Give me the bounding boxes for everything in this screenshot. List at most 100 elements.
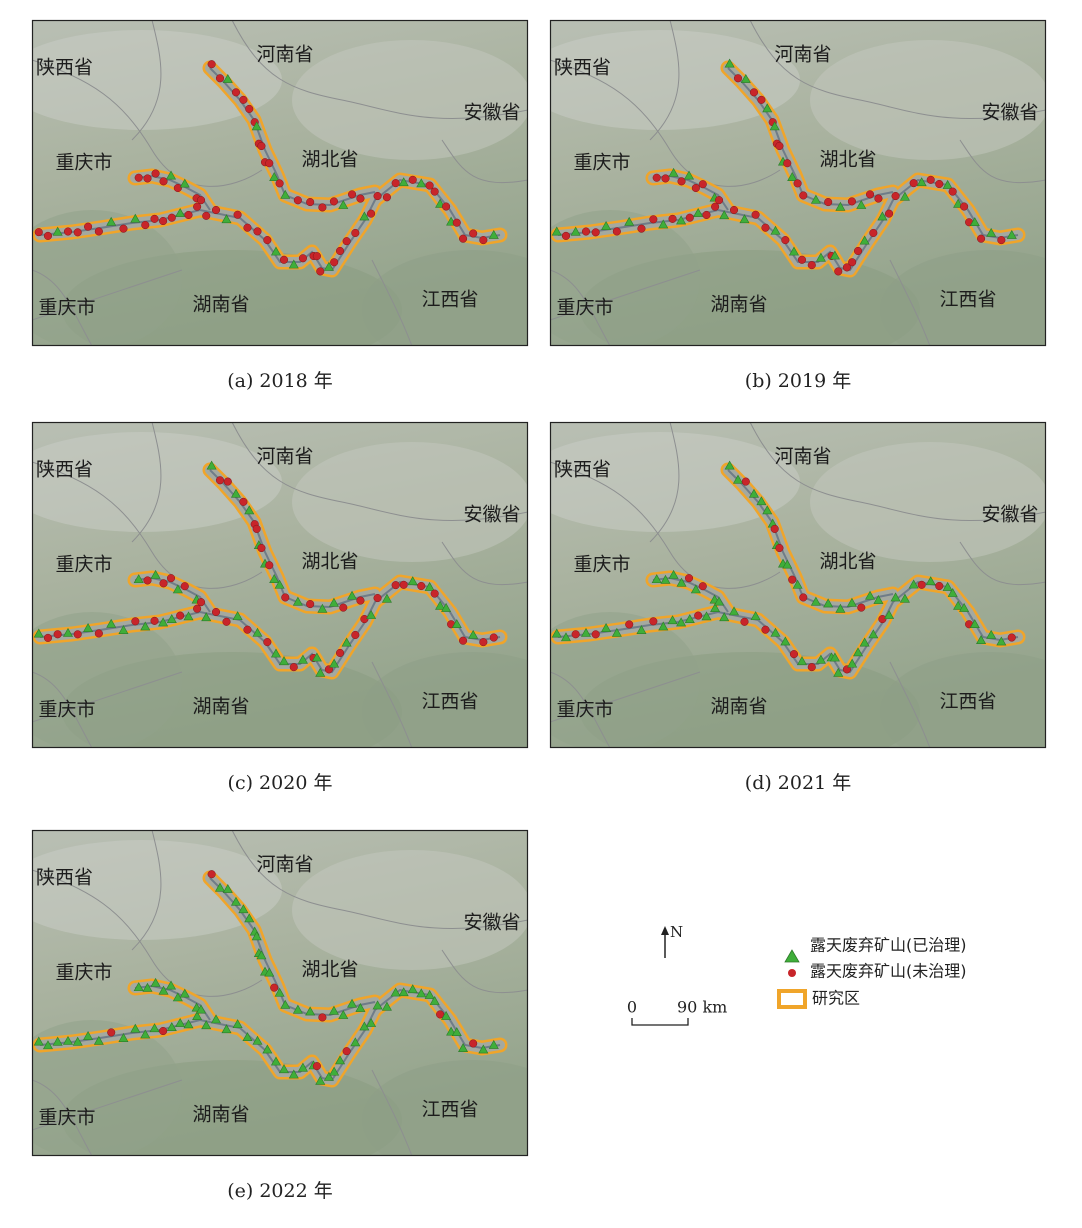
mine-unrestored bbox=[233, 210, 242, 219]
mine-unrestored bbox=[781, 236, 790, 245]
mine-restored bbox=[179, 988, 190, 998]
panel-caption: (e) 2022 年 bbox=[227, 1180, 333, 1202]
province-label: 重庆市 bbox=[38, 699, 95, 721]
mine-unrestored bbox=[318, 203, 327, 212]
mine-restored bbox=[667, 615, 678, 625]
terrain-patch bbox=[32, 210, 182, 346]
province-label: 重庆市 bbox=[556, 297, 613, 319]
mine-unrestored bbox=[382, 193, 391, 202]
province-border bbox=[32, 59, 263, 187]
mine-unrestored bbox=[997, 236, 1006, 245]
mine-restored bbox=[83, 1031, 94, 1040]
mine-unrestored bbox=[751, 210, 760, 219]
province-border bbox=[550, 59, 781, 187]
mine-restored bbox=[338, 200, 349, 209]
mine-restored bbox=[211, 1014, 222, 1024]
mine-restored bbox=[315, 667, 326, 677]
mine-restored bbox=[580, 627, 592, 637]
mine-restored bbox=[729, 606, 740, 616]
mine-unrestored bbox=[442, 202, 451, 211]
mine-restored bbox=[52, 226, 63, 236]
mine-unrestored bbox=[342, 237, 351, 246]
scale-line bbox=[631, 1018, 689, 1026]
mine-restored bbox=[270, 648, 281, 658]
mine-restored bbox=[787, 172, 798, 181]
mine-unrestored bbox=[243, 223, 252, 232]
province-label: 重庆市 bbox=[55, 962, 112, 984]
mine-unrestored bbox=[391, 179, 400, 188]
province-label: 陕西省 bbox=[36, 459, 93, 481]
mine-restored bbox=[868, 629, 879, 639]
terrain-patch bbox=[550, 210, 700, 346]
province-label: 河南省 bbox=[256, 44, 313, 66]
mine-restored bbox=[959, 602, 970, 612]
mine-restored bbox=[969, 217, 980, 226]
mine-restored bbox=[942, 179, 953, 189]
mine-restored bbox=[815, 654, 826, 664]
province-label: 湖北省 bbox=[301, 149, 358, 171]
mine-restored bbox=[328, 597, 339, 607]
mine-unrestored bbox=[761, 223, 770, 232]
mine-restored bbox=[899, 191, 910, 201]
mine-unrestored bbox=[391, 581, 400, 590]
mine-unrestored bbox=[34, 228, 43, 237]
terrain-patch bbox=[292, 850, 528, 970]
mine-restored bbox=[724, 58, 735, 68]
mine-restored bbox=[222, 73, 233, 83]
mine-restored bbox=[488, 229, 499, 239]
mine-unrestored bbox=[469, 1039, 478, 1048]
mine-unrestored bbox=[789, 650, 799, 659]
province-border bbox=[649, 20, 680, 141]
mine-unrestored bbox=[215, 74, 225, 83]
province-label: 河南省 bbox=[256, 854, 313, 876]
mine-restored bbox=[859, 637, 870, 647]
mine-unrestored bbox=[306, 600, 315, 609]
mine-restored bbox=[297, 654, 308, 664]
mine-restored bbox=[441, 1010, 452, 1020]
province-label: 湖北省 bbox=[301, 551, 358, 573]
terrain-patch bbox=[292, 40, 528, 160]
mine-restored bbox=[335, 1055, 346, 1065]
province-border bbox=[371, 661, 413, 748]
mine-restored bbox=[292, 596, 303, 606]
terrain-patch bbox=[362, 1060, 528, 1156]
mine-unrestored bbox=[469, 229, 478, 238]
mine-restored bbox=[329, 1066, 340, 1076]
mine-unrestored bbox=[356, 596, 365, 605]
mine-unrestored bbox=[330, 258, 339, 267]
mine-unrestored bbox=[84, 222, 93, 231]
mine-unrestored bbox=[159, 1026, 168, 1036]
mine-restored bbox=[788, 246, 799, 256]
mine-restored bbox=[829, 250, 840, 260]
panel-frame bbox=[31, 19, 529, 347]
mine-restored bbox=[52, 1036, 63, 1046]
mine-unrestored bbox=[652, 173, 661, 182]
mine-restored bbox=[350, 1037, 361, 1047]
mine-restored bbox=[570, 226, 581, 236]
mine-unrestored bbox=[94, 227, 103, 236]
mine-unrestored bbox=[351, 630, 360, 640]
mine-restored bbox=[150, 977, 161, 987]
mine-unrestored bbox=[263, 236, 272, 245]
mine-unrestored bbox=[73, 630, 82, 639]
province-border bbox=[231, 830, 528, 930]
province-border bbox=[131, 422, 162, 543]
mine-restored bbox=[969, 619, 980, 628]
mine-unrestored bbox=[239, 497, 248, 506]
mine-restored bbox=[214, 882, 226, 892]
mine-restored bbox=[740, 73, 751, 83]
mine-unrestored bbox=[637, 224, 646, 233]
mine-unrestored bbox=[770, 524, 779, 533]
mine-restored bbox=[166, 1022, 177, 1031]
mine-unrestored bbox=[223, 477, 232, 486]
province-label: 江西省 bbox=[421, 1099, 478, 1121]
mine-restored bbox=[252, 1035, 263, 1045]
province-border bbox=[32, 461, 263, 589]
mine-restored bbox=[93, 1035, 104, 1045]
mine-restored bbox=[796, 656, 807, 666]
mine-unrestored bbox=[159, 177, 168, 186]
mine-restored bbox=[262, 1044, 273, 1054]
mine-unrestored bbox=[714, 196, 724, 205]
legend-label: 露天废弃矿山(已治理) bbox=[810, 936, 967, 955]
